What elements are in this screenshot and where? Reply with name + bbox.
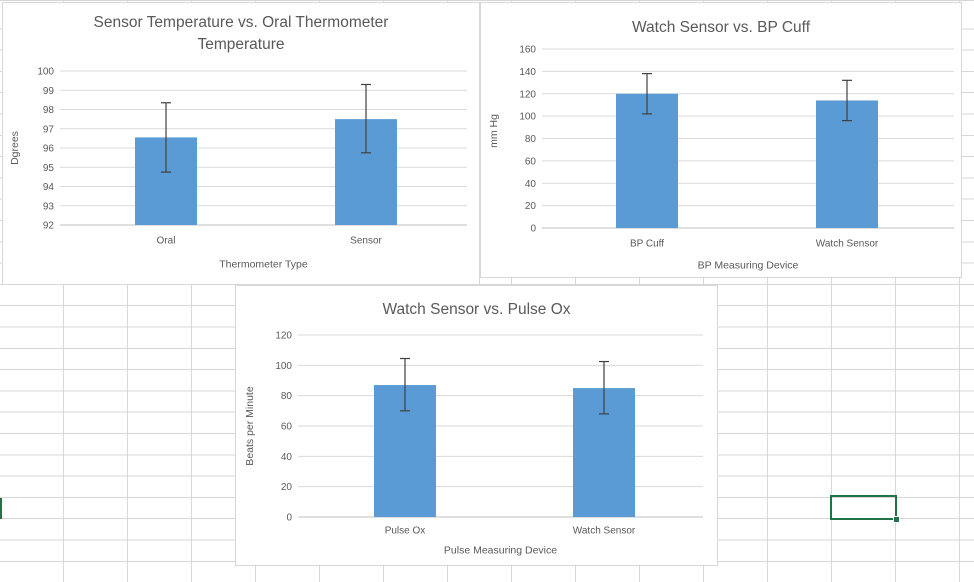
chart-title-text: Sensor Temperature vs. Oral Thermometer … [93,14,389,53]
row-indicator-sliver [0,498,2,519]
y-tick-label: 100 [275,361,292,372]
category-label: Pulse Ox [385,526,426,537]
y-tick-label: 160 [519,45,536,56]
y-axis-title: mm Hg [488,114,500,148]
chart-plot-area: 0 20 40 60 80 100 120 140 160 BP Cuff Watch Sensor… [488,45,954,272]
y-tick-label: 94 [43,182,55,193]
y-tick-label: 140 [519,67,536,78]
bar[interactable] [816,100,878,228]
category-label: BP Cuff [630,239,664,250]
y-tick-label: 97 [43,124,55,135]
y-tick-label: 80 [525,134,537,145]
y-tick-label: 100 [37,67,54,78]
y-axis-title: Dgrees [9,131,21,165]
chart-title: Sensor Temperature vs. Oral Thermometer … [3,12,479,55]
y-tick-label: 60 [281,422,293,433]
y-tick-label: 99 [43,86,55,97]
chart-title: Watch Sensor vs. BP Cuff [481,17,961,39]
fill-handle[interactable] [893,516,900,523]
y-tick-label: 40 [281,452,293,463]
chart-pulse[interactable]: Watch Sensor vs. Pulse Ox 0 20 40 60 80 100 12… [235,285,718,566]
x-axis-title: Pulse Measuring Device [444,545,557,557]
chart-title: Watch Sensor vs. Pulse Ox [236,299,717,321]
y-tick-label: 40 [525,179,537,190]
y-axis-title: Beats per Minute [244,386,256,466]
category-label: Sensor [350,236,382,247]
x-axis-title: Thermometer Type [219,259,308,271]
chart-plot-area: 0 20 40 60 80 100 120 Pulse Ox Watch Sensor Pulse… [244,331,703,557]
y-tick-label: 98 [43,105,55,116]
y-tick-label: 20 [281,482,293,493]
selected-cell[interactable] [830,495,900,523]
y-tick-label: 60 [525,156,537,167]
category-label: Watch Sensor [573,526,636,537]
y-tick-label: 120 [519,89,536,100]
bar[interactable] [616,93,678,228]
y-tick-label: 0 [530,224,536,235]
chart-plot-area: 92 93 94 95 96 97 98 99 100 Oral Sensor Thermometer… [9,67,467,271]
y-tick-label: 92 [43,221,55,232]
y-tick-label: 100 [519,112,536,123]
chart-temperature[interactable]: Sensor Temperature vs. Oral Thermometer … [2,2,480,285]
chart-blood-pressure[interactable]: Watch Sensor vs. BP Cuff 0 20 40 60 80 100 120… [480,2,962,278]
chart-title-text: Watch Sensor vs. BP Cuff [631,19,811,36]
y-tick-label: 20 [525,201,537,212]
y-tick-label: 93 [43,201,55,212]
category-label: Watch Sensor [816,239,879,250]
category-label: Oral [157,236,176,247]
y-tick-label: 120 [275,331,292,342]
y-tick-label: 80 [281,391,293,402]
y-tick-label: 95 [43,163,55,174]
x-axis-title: BP Measuring Device [698,260,799,272]
y-tick-label: 0 [286,513,292,524]
chart-title-text: Watch Sensor vs. Pulse Ox [382,301,571,318]
y-tick-label: 96 [43,144,55,155]
